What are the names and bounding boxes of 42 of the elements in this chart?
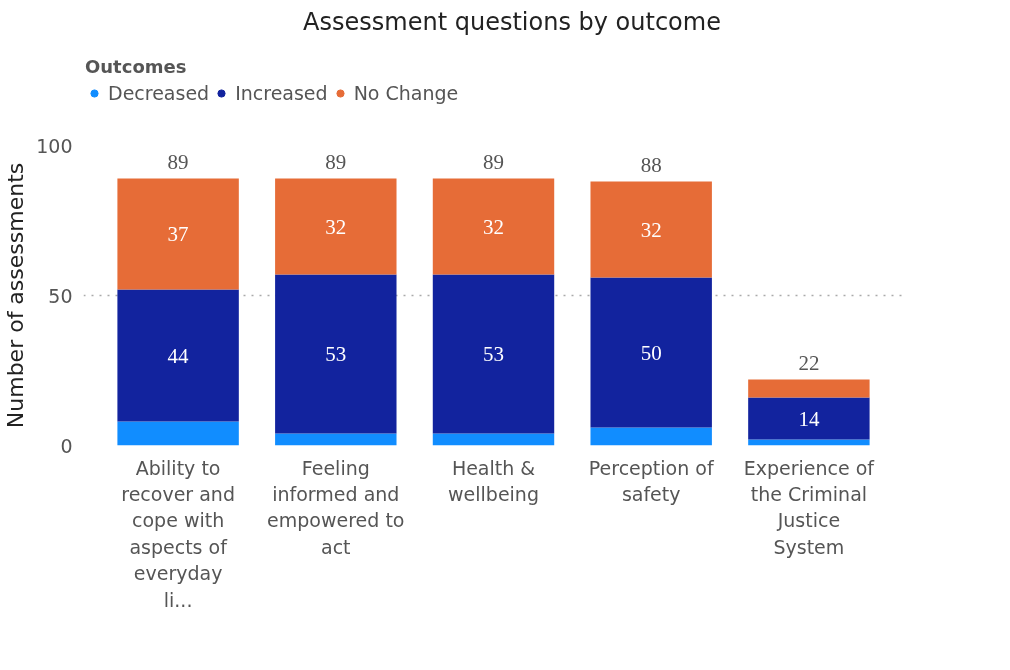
x-tick-label: Health & wellbeing [448, 456, 539, 505]
data-label: 37 [167, 222, 189, 246]
legend-label: No Change [353, 82, 459, 104]
total-label: 22 [798, 350, 820, 375]
y-axis-title: Number of assessments [3, 162, 29, 429]
y-tick-label: 0 [60, 434, 73, 457]
bar [590, 277, 712, 428]
bar [117, 178, 239, 290]
chart-title: Assessment questions by outcome [303, 7, 721, 36]
total-label: 89 [325, 149, 347, 174]
bar [117, 289, 239, 422]
bar [748, 379, 870, 398]
legend-label: Decreased [108, 82, 210, 104]
x-tick-label: Perception of safety [588, 456, 715, 505]
x-tick-label: Ability to recover and cope with aspects of everyday li... [121, 456, 235, 611]
bar [590, 427, 712, 446]
x-tick-label: Feeling informed and empowered to act [267, 456, 405, 558]
bar [432, 274, 555, 434]
data-label: 44 [167, 343, 190, 368]
data-label: 14 [798, 406, 820, 431]
bar [275, 433, 397, 446]
total-label: 89 [483, 149, 504, 174]
bar [432, 433, 555, 446]
data-label: 53 [325, 342, 347, 366]
bar [117, 421, 239, 446]
bar [748, 397, 870, 440]
data-label: 50 [640, 340, 662, 365]
bar [432, 178, 555, 275]
data-label: 32 [325, 214, 347, 239]
legend-label: Increased [235, 82, 328, 104]
data-label: 53 [483, 342, 504, 366]
legend-title: Outcomes [85, 56, 188, 77]
y-tick-label: 50 [48, 284, 73, 307]
data-label: 32 [640, 217, 662, 242]
y-tick-label: 100 [36, 134, 73, 157]
x-tick-label: Experience of the Criminal Justice System [743, 456, 876, 558]
total-label: 88 [640, 152, 662, 177]
bar [590, 181, 712, 278]
bar [275, 274, 397, 434]
data-label: 32 [483, 214, 504, 239]
bar [275, 178, 397, 275]
total-label: 89 [167, 149, 189, 174]
